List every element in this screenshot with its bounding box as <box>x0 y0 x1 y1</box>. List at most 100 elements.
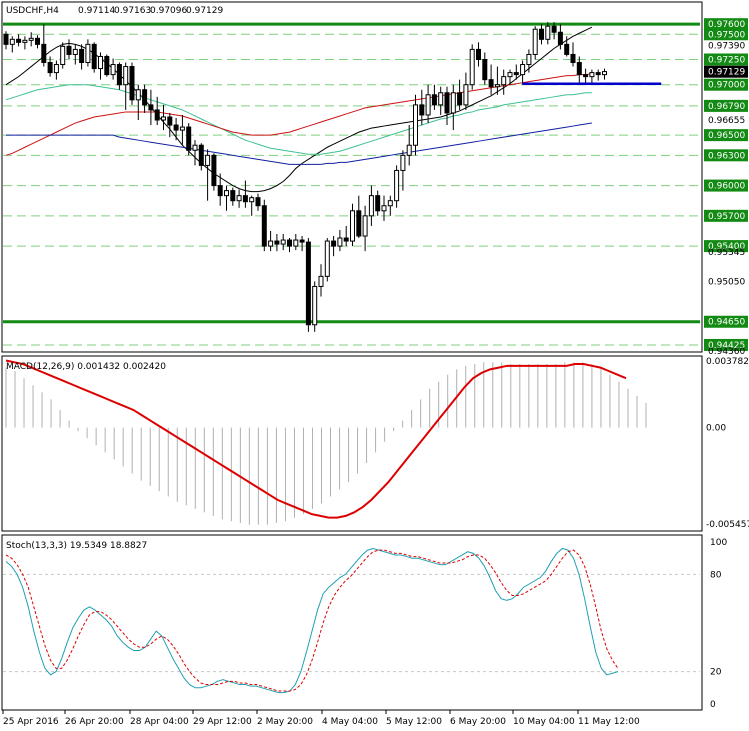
candle-body <box>299 239 305 243</box>
price-tick-label: 0.95050 <box>708 277 745 287</box>
candle <box>602 68 607 80</box>
candle-body <box>268 240 274 247</box>
candle-body <box>457 92 463 106</box>
price-tick-box <box>704 315 748 328</box>
candle <box>419 89 425 126</box>
time-tick-label: 2 May 20:00 <box>257 717 313 727</box>
candle <box>350 203 355 247</box>
candle-body <box>104 55 110 76</box>
candle <box>438 86 444 115</box>
price-tick-label: 0.96000 <box>708 182 745 192</box>
price-tick-box <box>704 209 748 222</box>
candle-body <box>110 64 116 76</box>
candle-body <box>425 94 431 116</box>
moving-average-3 <box>6 122 592 165</box>
candle <box>362 205 368 252</box>
candle-body <box>595 72 601 76</box>
candle-body <box>16 38 22 43</box>
candle <box>22 36 28 50</box>
candle-body <box>482 58 488 81</box>
candle-body <box>520 64 526 76</box>
candle-body <box>368 195 374 217</box>
candle-body <box>324 240 330 277</box>
candle <box>35 35 40 49</box>
price-tick-box <box>704 78 748 91</box>
moving-averages <box>5 26 593 193</box>
candle <box>545 22 551 45</box>
candle <box>224 185 229 211</box>
price-tick-box <box>704 240 748 253</box>
candle <box>576 56 582 85</box>
candle <box>293 233 299 251</box>
candle-body <box>85 43 91 64</box>
candle-body <box>312 285 318 326</box>
time-axis: 25 Apr 2016 26 Apr 20:00 28 Apr 04:00 29 Ap… <box>2 710 640 727</box>
candle-body <box>576 62 582 76</box>
candle <box>148 89 154 126</box>
candle-body <box>116 64 122 86</box>
price-tick-label: 0.97250 <box>708 55 745 65</box>
candle-body <box>488 79 494 88</box>
candle <box>469 44 475 90</box>
candle <box>425 84 431 124</box>
candle <box>400 150 406 191</box>
price-tick-box <box>704 99 748 112</box>
current-price-label: 0.97129 <box>708 68 745 78</box>
time-tick-label: 28 Apr 04:00 <box>130 717 189 727</box>
candle <box>198 143 204 171</box>
candle <box>431 84 437 110</box>
candle-body <box>557 31 563 45</box>
candle <box>135 84 141 121</box>
candle-body <box>413 104 418 146</box>
price-tick-box <box>704 179 748 192</box>
macd-tick-label: 0.003782 <box>706 357 749 367</box>
candle-body <box>205 154 211 166</box>
candle-body <box>469 48 475 86</box>
candle <box>589 69 595 83</box>
candle-body <box>444 92 450 114</box>
candle-body <box>249 197 255 203</box>
candle <box>539 24 544 45</box>
candle-body <box>551 25 557 33</box>
candle-body <box>545 25 551 40</box>
macd-label: MACD(12,26,9) 0.001432 0.002420 <box>6 362 166 372</box>
candle <box>368 185 374 226</box>
candle-body <box>53 64 59 74</box>
candle-body <box>186 126 192 151</box>
time-tick-label: 25 Apr 2016 <box>3 717 59 727</box>
price-tick-box <box>704 53 748 66</box>
ohlc-high: 0.97163 <box>114 6 151 16</box>
candle-body <box>66 45 72 55</box>
horizontal-levels <box>3 22 700 346</box>
candle <box>72 44 78 65</box>
stoch-signal <box>5 549 619 692</box>
candle-body <box>419 104 425 116</box>
candle <box>192 140 198 166</box>
moving-average-0 <box>5 26 593 193</box>
candle <box>255 193 261 211</box>
candle <box>3 31 9 50</box>
candle-body <box>337 237 343 247</box>
stoch-tick-label: 20 <box>710 668 722 678</box>
candle-body <box>236 195 242 202</box>
macd-pane[interactable]: 0.003782 0.00 -0.005457 MACD(12,26,9) 0.00… <box>1 355 749 532</box>
candle <box>450 84 456 131</box>
candle <box>179 114 185 146</box>
candle <box>60 42 66 69</box>
price-tick-box <box>704 149 748 162</box>
candle-body <box>583 74 589 78</box>
ohlc-close: 0.97129 <box>186 6 223 16</box>
candle-body <box>123 66 129 86</box>
price-tick-label: 0.95345 <box>708 248 745 258</box>
candle-body <box>438 92 444 106</box>
candle-body <box>3 33 9 45</box>
candle-body <box>476 48 481 60</box>
candle <box>85 39 91 67</box>
time-tick-label: 6 May 20:00 <box>450 717 506 727</box>
stoch-pane[interactable]: 100 80 20 0 Stoch(13,3,3) 19.5349 18.8827 <box>1 534 727 711</box>
price-tick-label: 0.97500 <box>708 30 745 40</box>
candle-body <box>167 116 173 126</box>
